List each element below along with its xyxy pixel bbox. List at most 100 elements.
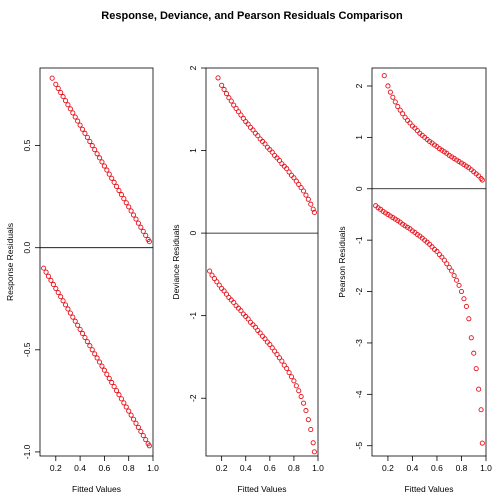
data-point: [400, 111, 406, 117]
data-point: [231, 299, 237, 306]
data-point: [381, 73, 387, 79]
data-point: [72, 318, 78, 324]
data-point: [223, 91, 230, 97]
data-point: [308, 427, 314, 433]
data-point: [60, 298, 66, 304]
data-point: [113, 388, 120, 394]
data-point: [111, 384, 117, 390]
x-tick-label: 0.2: [216, 463, 228, 473]
data-point: [82, 130, 88, 136]
data-point: [99, 363, 105, 369]
panel-2: 0.2 0.4 0.6 0.8 1.0 2 1 0 -1 -2 Fitted Values Devia…: [171, 65, 324, 494]
data-point: [75, 322, 81, 328]
data-point: [402, 114, 408, 120]
data-point: [397, 107, 403, 113]
data-point: [101, 367, 107, 373]
data-point: [226, 95, 232, 101]
data-point: [65, 102, 71, 108]
data-point: [62, 302, 69, 308]
data-point: [303, 192, 309, 198]
data-point: [311, 449, 317, 455]
data-point: [233, 303, 239, 309]
data-point: [276, 355, 283, 361]
y-axis-label: Response Residuals: [5, 223, 15, 301]
data-point: [458, 288, 465, 295]
data-point: [248, 124, 254, 130]
data-point: [233, 105, 239, 112]
data-point: [454, 277, 460, 283]
data-point: [243, 119, 249, 125]
data-point: [219, 82, 225, 88]
data-point: [478, 407, 484, 413]
data-point: [140, 433, 146, 439]
data-point: [106, 375, 112, 381]
y-tick-label: -0.5: [22, 342, 32, 357]
data-point: [296, 388, 302, 394]
y-tick-label: -1.0: [22, 444, 32, 459]
data-point: [118, 192, 124, 198]
data-point: [444, 261, 450, 267]
data-point: [53, 81, 59, 87]
data-point: [72, 114, 78, 120]
data-point: [269, 149, 275, 155]
data-point: [128, 208, 134, 214]
data-point: [248, 319, 254, 325]
data-point: [48, 277, 54, 283]
y-tick-label: -4: [354, 390, 364, 398]
data-point: [92, 351, 98, 357]
data-point: [279, 358, 285, 364]
data-point: [211, 275, 217, 282]
x-tick-label: 0.8: [288, 463, 300, 473]
data-point: [446, 264, 452, 270]
data-point: [407, 120, 413, 126]
data-point: [126, 204, 132, 210]
data-point: [94, 151, 100, 157]
data-point: [43, 269, 49, 275]
data-point: [243, 313, 249, 320]
data-point: [228, 98, 234, 104]
plot-frame: [205, 67, 319, 457]
data-point: [267, 147, 273, 153]
data-point: [216, 282, 222, 288]
x-tick-label: 0.4: [74, 463, 86, 473]
data-point: [286, 370, 292, 376]
data-point: [385, 83, 391, 89]
data-point: [101, 163, 107, 169]
data-point: [279, 161, 285, 167]
data-point: [471, 350, 477, 356]
data-point: [238, 112, 244, 118]
data-point: [267, 342, 273, 348]
data-point: [291, 175, 297, 181]
x-tick-label: 0.8: [123, 463, 135, 473]
data-point: [298, 394, 304, 400]
data-point: [65, 306, 71, 312]
data-point: [67, 310, 73, 316]
data-point: [41, 265, 47, 271]
data-point: [92, 147, 98, 153]
data-point: [89, 143, 95, 149]
data-point: [109, 175, 115, 181]
data-point: [252, 324, 258, 330]
data-point: [133, 216, 139, 222]
y-tick-label: -3: [354, 339, 364, 347]
data-point: [113, 183, 120, 189]
data-point: [473, 366, 479, 372]
data-point: [288, 172, 295, 178]
data-point: [209, 272, 215, 278]
panel-3: 0.2 0.4 0.6 0.8 1.0 2 1 0 -1 -2 -3 -4 -5 Fitted Value…: [337, 67, 492, 494]
data-point: [310, 206, 316, 212]
data-point: [387, 89, 393, 95]
data-point: [305, 196, 311, 202]
y-tick-label: -2: [354, 288, 364, 296]
y-tick-label: -5: [354, 442, 364, 450]
data-point: [140, 228, 146, 234]
data-point: [87, 138, 93, 145]
data-point: [392, 99, 398, 105]
data-point: [272, 152, 278, 159]
data-point: [284, 365, 290, 372]
data-point: [463, 303, 469, 310]
data-point: [286, 169, 292, 175]
data-point: [123, 404, 129, 410]
x-tick-label: 0.6: [264, 463, 276, 473]
